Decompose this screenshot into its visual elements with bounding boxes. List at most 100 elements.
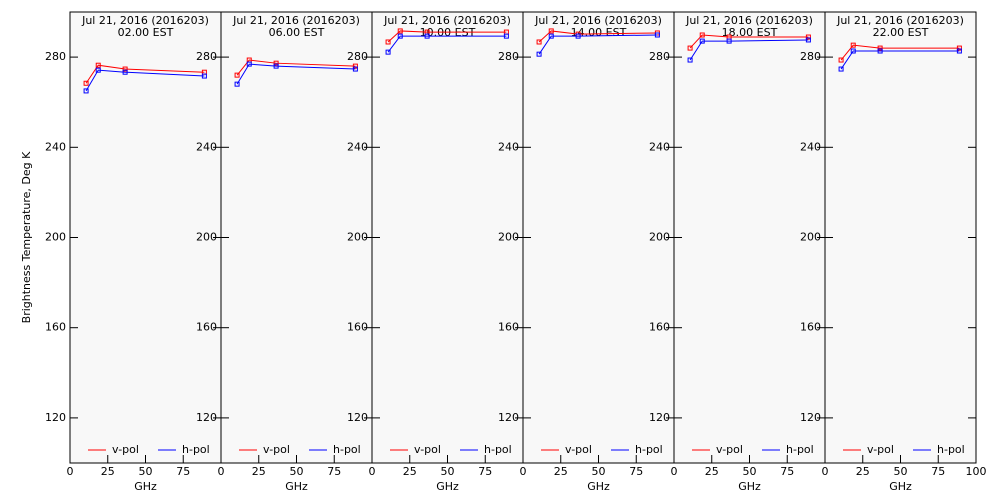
series-line <box>840 50 960 70</box>
panel-subtitle: 18.00 EST <box>722 26 778 39</box>
x-tick-label: 75 <box>478 465 492 478</box>
marker <box>397 28 403 34</box>
marker <box>687 45 693 51</box>
x-tick-label: 25 <box>101 465 115 478</box>
series-line <box>387 30 507 43</box>
marker <box>385 39 391 45</box>
marker <box>956 48 962 54</box>
series-line <box>387 35 507 53</box>
marker <box>838 66 844 72</box>
panel-title: Jul 21, 2016 (2016203) <box>685 14 813 27</box>
marker <box>352 63 358 69</box>
x-axis-label: GHz <box>738 480 761 493</box>
y-tick-label: 280 <box>498 50 519 63</box>
series-line <box>689 39 809 61</box>
marker <box>838 57 844 63</box>
legend-label: h-pol <box>484 443 512 456</box>
marker <box>273 63 279 69</box>
plot-area <box>522 11 675 464</box>
marker <box>352 66 358 72</box>
y-tick-label: 280 <box>649 50 670 63</box>
marker <box>548 33 554 39</box>
panel-title: Jul 21, 2016 (2016203) <box>534 14 662 27</box>
legend-label: h-pol <box>333 443 361 456</box>
x-tick-label: 25 <box>252 465 266 478</box>
x-tick-label: 75 <box>176 465 190 478</box>
marker <box>83 88 89 94</box>
series-line <box>236 63 356 85</box>
x-tick-label: 100 <box>966 465 987 478</box>
marker <box>503 33 509 39</box>
marker <box>122 66 128 72</box>
y-tick-label: 200 <box>800 231 821 244</box>
legend-label: h-pol <box>786 443 814 456</box>
y-tick-label: 120 <box>498 411 519 424</box>
marker <box>699 32 705 38</box>
x-tick-label: 50 <box>441 465 455 478</box>
x-tick-label: 75 <box>327 465 341 478</box>
y-tick-label: 280 <box>45 50 66 63</box>
panel-subtitle: 02.00 EST <box>118 26 174 39</box>
x-tick-label: 0 <box>822 465 829 478</box>
y-tick-label: 160 <box>45 321 66 334</box>
legend-label: v-pol <box>112 443 139 456</box>
y-tick-label: 120 <box>196 411 217 424</box>
y-tick-label: 280 <box>347 50 368 63</box>
series-line <box>840 44 960 61</box>
y-tick-label: 200 <box>45 231 66 244</box>
legend-label: v-pol <box>716 443 743 456</box>
y-tick-label: 240 <box>347 140 368 153</box>
marker <box>654 32 660 38</box>
marker <box>850 48 856 54</box>
series-line <box>85 64 205 84</box>
x-tick-label: 75 <box>931 465 945 478</box>
x-tick-label: 0 <box>671 465 678 478</box>
x-tick-label: 25 <box>554 465 568 478</box>
legend-label: v-pol <box>414 443 441 456</box>
y-tick-label: 240 <box>45 140 66 153</box>
y-tick-label: 200 <box>347 231 368 244</box>
marker <box>201 73 207 79</box>
plot-area <box>69 11 222 464</box>
marker <box>95 62 101 68</box>
marker <box>424 33 430 39</box>
x-tick-label: 75 <box>780 465 794 478</box>
y-tick-label: 120 <box>45 411 66 424</box>
x-axis-label: GHz <box>436 480 459 493</box>
marker <box>95 67 101 73</box>
marker <box>83 80 89 86</box>
series-line <box>538 30 658 43</box>
marker <box>687 57 693 63</box>
plot-area <box>824 11 977 464</box>
x-tick-label: 50 <box>139 465 153 478</box>
x-tick-label: 0 <box>67 465 74 478</box>
panel-subtitle: 22.00 EST <box>873 26 929 39</box>
series-line <box>236 59 356 76</box>
y-tick-label: 160 <box>498 321 519 334</box>
series-line <box>85 69 205 92</box>
x-axis-label: GHz <box>889 480 912 493</box>
y-tick-label: 240 <box>649 140 670 153</box>
y-tick-label: 240 <box>800 140 821 153</box>
marker <box>877 45 883 51</box>
y-tick-label: 240 <box>498 140 519 153</box>
x-tick-label: 0 <box>218 465 225 478</box>
panel-subtitle: 06.00 EST <box>269 26 325 39</box>
y-tick-label: 120 <box>347 411 368 424</box>
plot-area <box>371 11 524 464</box>
marker <box>850 42 856 48</box>
y-tick-label: 240 <box>196 140 217 153</box>
marker <box>805 37 811 43</box>
x-tick-label: 25 <box>856 465 870 478</box>
marker <box>548 28 554 34</box>
marker <box>234 81 240 87</box>
marker <box>536 51 542 57</box>
x-axis-label: GHz <box>587 480 610 493</box>
legend-label: h-pol <box>182 443 210 456</box>
y-tick-label: 160 <box>649 321 670 334</box>
marker <box>726 38 732 44</box>
marker <box>805 34 811 40</box>
plot-area <box>673 11 826 464</box>
marker <box>273 60 279 66</box>
